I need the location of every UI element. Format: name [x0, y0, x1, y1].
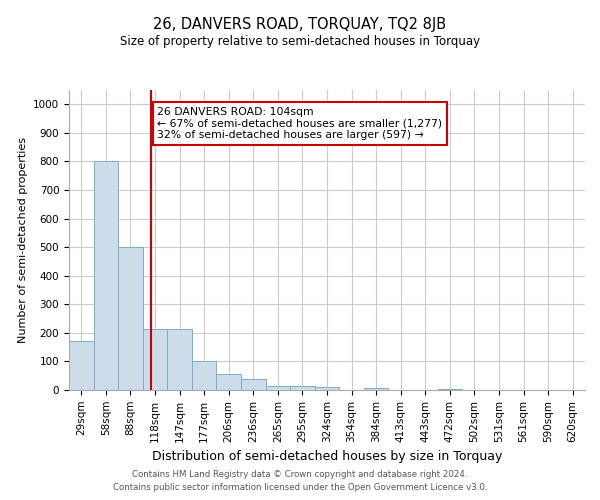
Text: Contains public sector information licensed under the Open Government Licence v3: Contains public sector information licen… [113, 484, 487, 492]
Y-axis label: Number of semi-detached properties: Number of semi-detached properties [17, 137, 28, 343]
Bar [94, 162, 118, 390]
Bar [143, 328, 167, 390]
Bar [241, 380, 266, 390]
Bar [192, 362, 217, 390]
Bar [364, 388, 388, 390]
Text: 26, DANVERS ROAD, TORQUAY, TQ2 8JB: 26, DANVERS ROAD, TORQUAY, TQ2 8JB [154, 18, 446, 32]
Bar [437, 388, 462, 390]
Bar [118, 247, 143, 390]
Bar [167, 328, 192, 390]
Bar [69, 342, 94, 390]
X-axis label: Distribution of semi-detached houses by size in Torquay: Distribution of semi-detached houses by … [152, 450, 502, 463]
Bar [217, 374, 241, 390]
Bar [315, 387, 339, 390]
Bar [290, 386, 315, 390]
Text: Size of property relative to semi-detached houses in Torquay: Size of property relative to semi-detach… [120, 35, 480, 48]
Text: Contains HM Land Registry data © Crown copyright and database right 2024.: Contains HM Land Registry data © Crown c… [132, 470, 468, 479]
Text: 26 DANVERS ROAD: 104sqm
← 67% of semi-detached houses are smaller (1,277)
32% of: 26 DANVERS ROAD: 104sqm ← 67% of semi-de… [157, 107, 443, 140]
Bar [266, 386, 290, 390]
